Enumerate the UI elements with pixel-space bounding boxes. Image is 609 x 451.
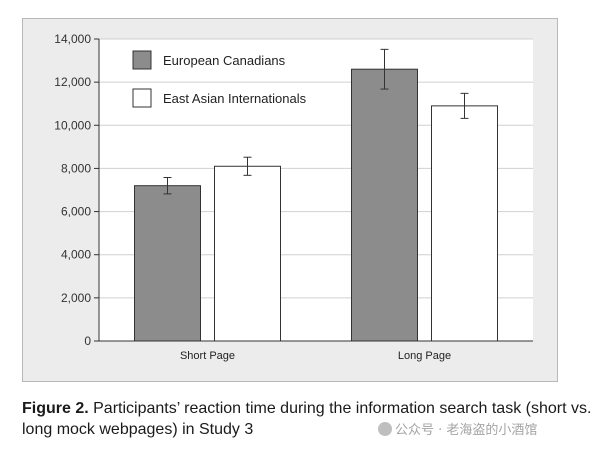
bar bbox=[431, 105, 498, 342]
y-tick-label: 2,000 bbox=[61, 291, 91, 305]
watermark: 公众号 · 老海盗的小酒馆 bbox=[378, 419, 537, 438]
legend-label: East Asian Internationals bbox=[163, 91, 307, 106]
y-tick-label: 10,000 bbox=[54, 118, 91, 132]
figure-caption: Figure 2. Participants’ reaction time du… bbox=[22, 398, 602, 440]
y-tick-label: 12,000 bbox=[54, 75, 91, 89]
bar-chart: 0 2,000 4,000 6,000 8,000 10,000 12,000 14,000 S… bbox=[54, 32, 533, 362]
caption-text: Participants’ reaction time during the i… bbox=[22, 400, 592, 438]
legend-swatch bbox=[132, 50, 152, 70]
legend-label: European Canadians bbox=[163, 53, 286, 68]
x-tick-label: Long Page bbox=[398, 350, 451, 362]
y-tick-label: 14,000 bbox=[54, 32, 91, 46]
legend-swatch bbox=[132, 88, 152, 108]
bar bbox=[214, 165, 281, 342]
figure-label: Figure 2. bbox=[22, 400, 89, 417]
y-tick-label: 0 bbox=[84, 334, 91, 348]
chart-frame: 0 2,000 4,000 6,000 8,000 10,000 12,000 14,000 S… bbox=[22, 18, 558, 382]
bar bbox=[351, 68, 418, 342]
y-tick-label: 6,000 bbox=[61, 205, 91, 219]
wechat-logo-icon bbox=[378, 422, 392, 436]
y-tick-label: 8,000 bbox=[61, 161, 91, 175]
bar bbox=[134, 185, 201, 342]
x-tick-label: Short Page bbox=[180, 350, 235, 362]
watermark-text: 公众号 · 老海盗的小酒馆 bbox=[395, 423, 538, 438]
y-tick-label: 4,000 bbox=[61, 248, 91, 262]
